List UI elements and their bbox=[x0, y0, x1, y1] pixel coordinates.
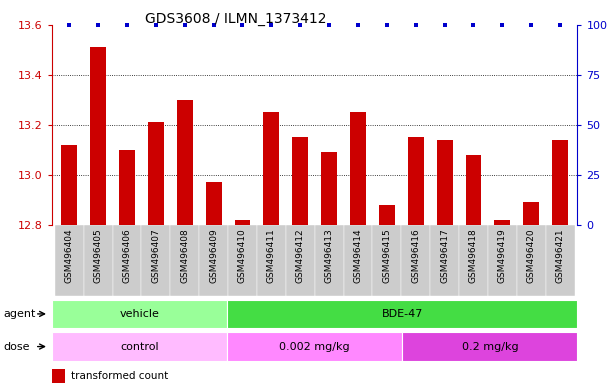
Text: GSM496419: GSM496419 bbox=[498, 228, 507, 283]
Text: control: control bbox=[120, 341, 159, 352]
Text: GSM496404: GSM496404 bbox=[65, 228, 74, 283]
Text: 0.002 mg/kg: 0.002 mg/kg bbox=[279, 341, 350, 352]
Bar bbox=[437, 140, 453, 225]
Bar bbox=[257, 225, 286, 296]
Bar bbox=[52, 369, 65, 382]
Bar bbox=[343, 225, 373, 296]
Bar bbox=[552, 140, 568, 225]
Bar bbox=[379, 205, 395, 225]
Bar bbox=[373, 225, 401, 296]
Bar bbox=[488, 225, 517, 296]
Text: GDS3608 / ILMN_1373412: GDS3608 / ILMN_1373412 bbox=[145, 12, 327, 25]
Bar bbox=[90, 48, 106, 225]
Bar bbox=[170, 225, 199, 296]
Bar bbox=[52, 332, 227, 361]
Text: GSM496405: GSM496405 bbox=[93, 228, 103, 283]
Text: GSM496415: GSM496415 bbox=[382, 228, 391, 283]
Text: GSM496420: GSM496420 bbox=[527, 228, 536, 283]
Bar bbox=[148, 122, 164, 225]
Bar bbox=[430, 225, 459, 296]
Text: GSM496414: GSM496414 bbox=[354, 228, 362, 283]
Bar bbox=[84, 225, 112, 296]
Bar bbox=[546, 225, 574, 296]
Bar bbox=[177, 100, 192, 225]
Bar bbox=[401, 225, 430, 296]
Bar bbox=[227, 332, 402, 361]
Bar bbox=[466, 155, 481, 225]
Bar bbox=[292, 137, 308, 225]
Bar bbox=[315, 225, 343, 296]
Text: GSM496406: GSM496406 bbox=[122, 228, 131, 283]
Text: GSM496408: GSM496408 bbox=[180, 228, 189, 283]
Bar bbox=[263, 113, 279, 225]
Text: BDE-47: BDE-47 bbox=[381, 309, 423, 319]
Bar bbox=[517, 225, 546, 296]
Text: GSM496410: GSM496410 bbox=[238, 228, 247, 283]
Text: GSM496411: GSM496411 bbox=[267, 228, 276, 283]
Bar bbox=[112, 225, 141, 296]
Bar bbox=[228, 225, 257, 296]
Text: transformed count: transformed count bbox=[71, 371, 168, 381]
Text: GSM496417: GSM496417 bbox=[440, 228, 449, 283]
Text: GSM496409: GSM496409 bbox=[209, 228, 218, 283]
Text: GSM496407: GSM496407 bbox=[152, 228, 160, 283]
Text: GSM496413: GSM496413 bbox=[324, 228, 334, 283]
Text: GSM496416: GSM496416 bbox=[411, 228, 420, 283]
Bar bbox=[350, 113, 366, 225]
Bar bbox=[235, 220, 251, 225]
Text: GSM496418: GSM496418 bbox=[469, 228, 478, 283]
Bar bbox=[227, 300, 577, 328]
Bar bbox=[141, 225, 170, 296]
Bar bbox=[199, 225, 228, 296]
Bar bbox=[459, 225, 488, 296]
Text: agent: agent bbox=[3, 309, 35, 319]
Text: 0.2 mg/kg: 0.2 mg/kg bbox=[461, 341, 518, 352]
Text: vehicle: vehicle bbox=[120, 309, 159, 319]
Bar bbox=[61, 145, 77, 225]
Text: GSM496421: GSM496421 bbox=[555, 228, 565, 283]
Bar bbox=[321, 152, 337, 225]
Bar bbox=[55, 225, 84, 296]
Bar bbox=[523, 202, 539, 225]
Bar bbox=[119, 150, 135, 225]
Text: GSM496412: GSM496412 bbox=[296, 228, 305, 283]
Text: dose: dose bbox=[3, 341, 29, 352]
Bar bbox=[494, 220, 510, 225]
Bar bbox=[206, 182, 222, 225]
Bar bbox=[408, 137, 423, 225]
Bar bbox=[402, 332, 577, 361]
Bar bbox=[286, 225, 315, 296]
Bar bbox=[52, 300, 227, 328]
